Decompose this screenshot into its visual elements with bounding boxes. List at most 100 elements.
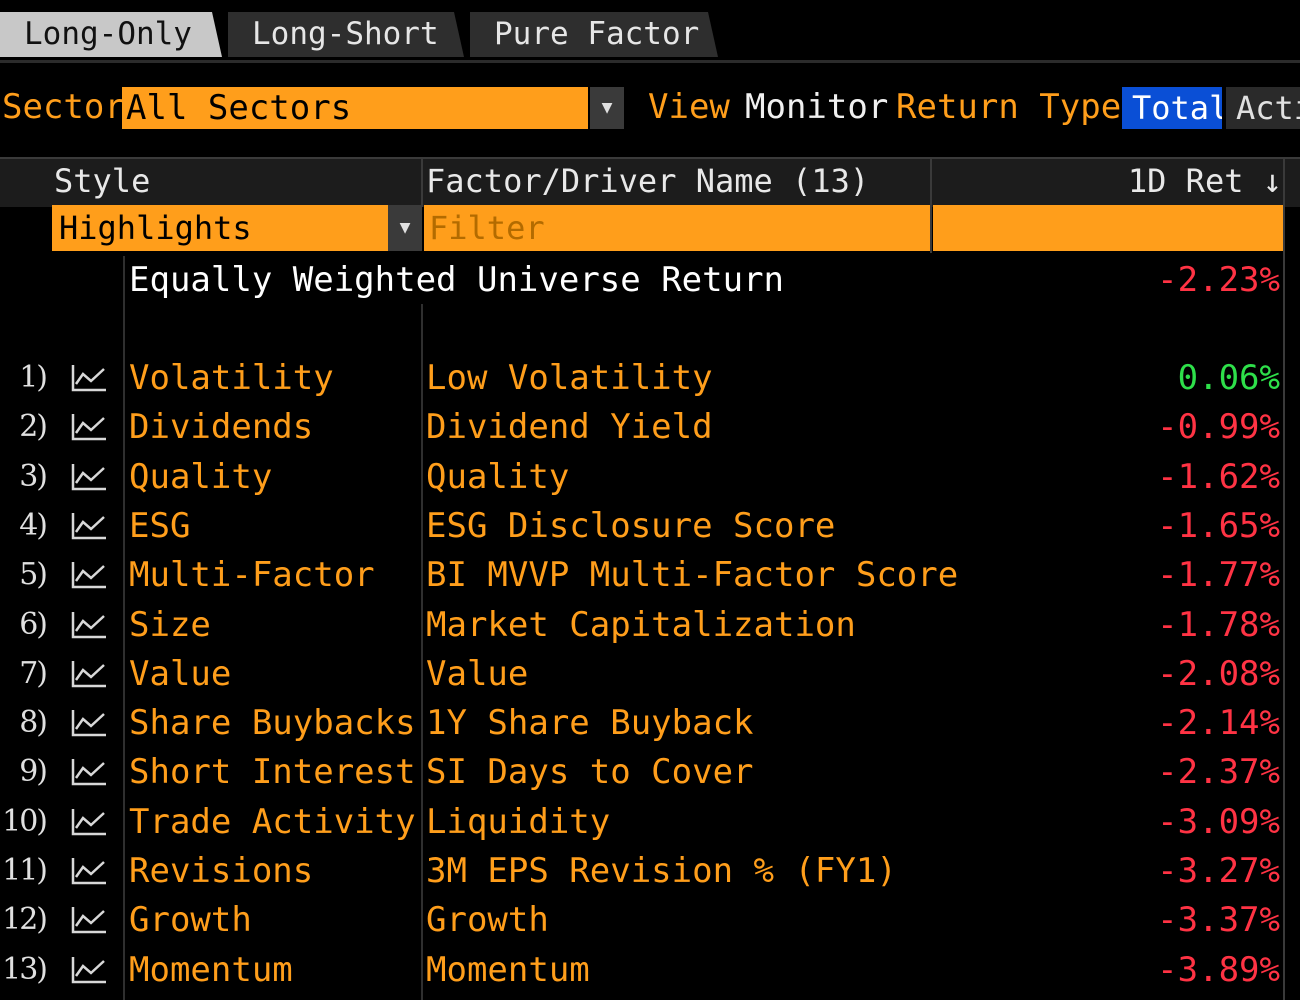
tab-long-only[interactable]: Long-Only	[0, 12, 222, 57]
table-row[interactable]: 5) Multi-Factor BI MVVP Multi-Factor Score…	[0, 551, 1300, 599]
factor-name[interactable]: BI MVVP Multi-Factor Score	[426, 555, 959, 595]
highlights-dropdown[interactable]: Highlights	[52, 205, 388, 251]
line-chart-icon[interactable]	[70, 610, 108, 640]
column-divider	[1283, 157, 1285, 1000]
row-number: 13)	[2, 952, 48, 987]
universe-return-value: -2.23%	[1157, 260, 1280, 300]
factor-name[interactable]: Market Capitalization	[426, 605, 856, 645]
style-name[interactable]: ESG	[129, 506, 191, 546]
line-chart-icon[interactable]	[70, 363, 108, 393]
table-row[interactable]: 9) Short Interest SI Days to Cover -2.37%	[0, 748, 1300, 796]
factor-name[interactable]: SI Days to Cover	[426, 752, 754, 792]
row-number: 11)	[2, 853, 48, 888]
return-value: -2.14%	[1157, 703, 1280, 743]
return-type-active[interactable]: Active	[1226, 87, 1300, 129]
line-chart-icon[interactable]	[70, 856, 108, 886]
return-type-total[interactable]: Total	[1122, 87, 1222, 129]
style-name[interactable]: Volatility	[129, 358, 334, 398]
factor-name[interactable]: Growth	[426, 900, 549, 940]
factor-name[interactable]: ESG Disclosure Score	[426, 506, 836, 546]
row-number: 7)	[19, 656, 48, 691]
factor-name[interactable]: 3M EPS Revision % (FY1)	[426, 851, 897, 891]
highlights-dropdown-button[interactable]: ▼	[388, 205, 422, 251]
universe-return-label: Equally Weighted Universe Return	[129, 260, 785, 300]
style-name[interactable]: Share Buybacks	[129, 703, 416, 743]
column-divider	[421, 157, 423, 207]
table-row[interactable]: 8) Share Buybacks 1Y Share Buyback -2.14%	[0, 699, 1300, 747]
table-row[interactable]: 6) Size Market Capitalization -1.78%	[0, 601, 1300, 649]
tab-long-short[interactable]: Long-Short	[228, 12, 464, 57]
line-chart-icon[interactable]	[70, 708, 108, 738]
style-name[interactable]: Trade Activity	[129, 802, 416, 842]
sector-dropdown[interactable]: All Sectors	[122, 87, 588, 129]
toolbar: Sector All Sectors ▼ View Monitor Return…	[0, 85, 1300, 133]
row-number: 9)	[19, 754, 48, 789]
return-value: 0.06%	[1177, 358, 1280, 398]
row-number: 10)	[2, 804, 48, 839]
style-name[interactable]: Short Interest	[129, 752, 416, 792]
row-number: 8)	[19, 705, 48, 740]
table-row[interactable]: 2) Dividends Dividend Yield -0.99%	[0, 403, 1300, 451]
line-chart-icon[interactable]	[70, 560, 108, 590]
line-chart-icon[interactable]	[70, 511, 108, 541]
return-value: -3.89%	[1157, 950, 1280, 990]
style-name[interactable]: Multi-Factor	[129, 555, 375, 595]
column-header-factor[interactable]: Factor/Driver Name (13)	[426, 162, 870, 200]
table-row[interactable]: 3) Quality Quality -1.62%	[0, 453, 1300, 501]
factor-name[interactable]: 1Y Share Buyback	[426, 703, 754, 743]
style-name[interactable]: Quality	[129, 457, 273, 497]
factor-name[interactable]: Quality	[426, 457, 570, 497]
line-chart-icon[interactable]	[70, 757, 108, 787]
style-name[interactable]: Revisions	[129, 851, 314, 891]
style-name[interactable]: Dividends	[129, 407, 314, 447]
return-type-label: Return Type	[896, 87, 1122, 127]
style-name[interactable]: Momentum	[129, 950, 293, 990]
line-chart-icon[interactable]	[70, 462, 108, 492]
table-row[interactable]: 4) ESG ESG Disclosure Score -1.65%	[0, 502, 1300, 550]
table-row[interactable]: 1) Volatility Low Volatility 0.06%	[0, 354, 1300, 402]
factor-name[interactable]: Value	[426, 654, 529, 694]
style-name[interactable]: Value	[129, 654, 232, 694]
column-divider	[930, 157, 932, 253]
return-value: -1.78%	[1157, 605, 1280, 645]
return-value: -3.37%	[1157, 900, 1280, 940]
filter-input[interactable]: Filter	[424, 205, 930, 251]
return-value: -3.27%	[1157, 851, 1280, 891]
row-number: 12)	[2, 902, 48, 937]
return-value: -3.09%	[1157, 802, 1280, 842]
return-value: -1.62%	[1157, 457, 1280, 497]
column-header-style[interactable]: Style	[54, 162, 151, 200]
style-name[interactable]: Growth	[129, 900, 252, 940]
table-row[interactable]: 7) Value Value -2.08%	[0, 650, 1300, 698]
return-value: -0.99%	[1157, 407, 1280, 447]
factor-name[interactable]: Low Volatility	[426, 358, 713, 398]
line-chart-icon[interactable]	[70, 807, 108, 837]
style-name[interactable]: Size	[129, 605, 211, 645]
tab-pure-factor[interactable]: Pure Factor	[470, 12, 718, 57]
table-row[interactable]: 12) Growth Growth -3.37%	[0, 896, 1300, 944]
line-chart-icon[interactable]	[70, 412, 108, 442]
view-label: View	[648, 87, 730, 127]
return-value: -1.77%	[1157, 555, 1280, 595]
tab-bar: Long-Only Long-Short Pure Factor	[0, 0, 1300, 63]
line-chart-icon[interactable]	[70, 905, 108, 935]
row-number: 2)	[19, 409, 48, 444]
line-chart-icon[interactable]	[70, 659, 108, 689]
factor-name[interactable]: Momentum	[426, 950, 590, 990]
sector-dropdown-button[interactable]: ▼	[590, 87, 624, 129]
line-chart-icon[interactable]	[70, 955, 108, 985]
table-row[interactable]: 11) Revisions 3M EPS Revision % (FY1) -3.27…	[0, 847, 1300, 895]
view-value[interactable]: Monitor	[745, 87, 889, 127]
row-number: 3)	[19, 459, 48, 494]
factor-name[interactable]: Liquidity	[426, 802, 611, 842]
ret-filter-input[interactable]	[933, 205, 1283, 251]
table-row[interactable]: 10) Trade Activity Liquidity -3.09%	[0, 798, 1300, 846]
row-number: 4)	[19, 508, 48, 543]
filter-row: Highlights ▼ Filter	[0, 205, 1300, 253]
universe-return-row: Equally Weighted Universe Return -2.23%	[0, 256, 1300, 304]
column-header-1d-ret[interactable]: 1D Ret ↓	[1127, 162, 1282, 200]
return-value: -2.37%	[1157, 752, 1280, 792]
factor-name[interactable]: Dividend Yield	[426, 407, 713, 447]
row-number: 1)	[19, 360, 48, 395]
table-row[interactable]: 13) Momentum Momentum -3.89%	[0, 946, 1300, 994]
